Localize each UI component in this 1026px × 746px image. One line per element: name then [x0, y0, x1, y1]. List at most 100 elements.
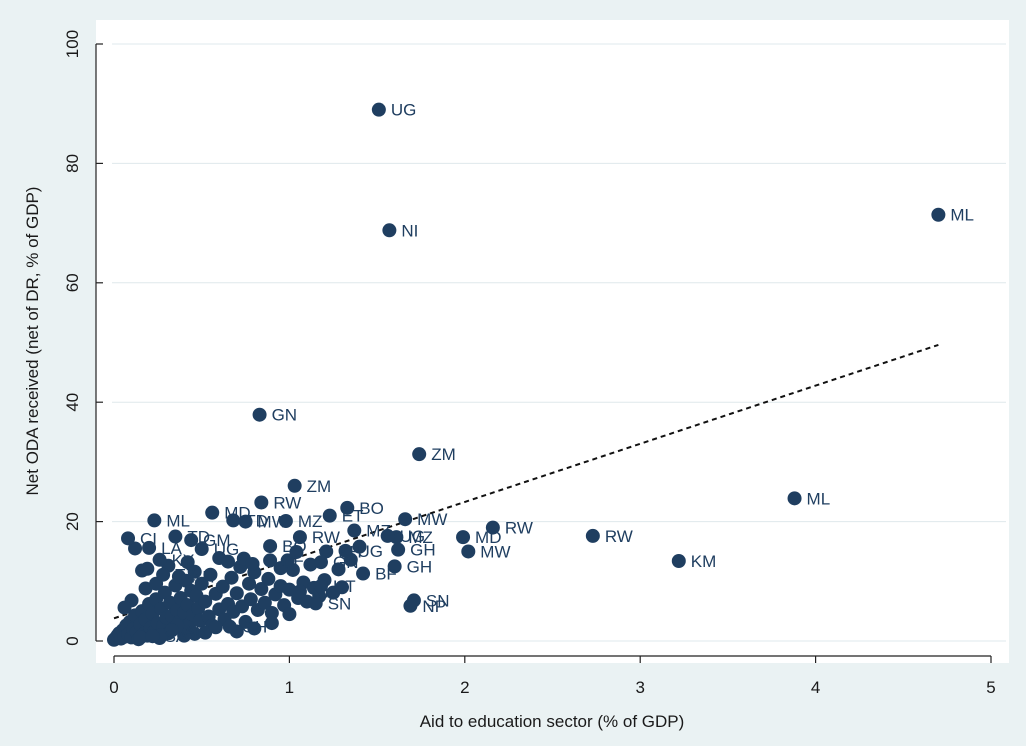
point-label: ML: [166, 511, 190, 530]
point-label: MZ: [366, 522, 391, 541]
point-label: BO: [359, 499, 384, 518]
scatter-point: [287, 478, 302, 493]
point-label: KH: [338, 542, 362, 561]
point-label: MD: [475, 528, 501, 547]
point-label: NI: [312, 582, 329, 601]
x-tick-label: 4: [811, 678, 820, 697]
scatter-point: [117, 600, 132, 615]
scatter-point: [177, 628, 192, 643]
point-label: NI: [401, 221, 418, 240]
scatter-point: [264, 605, 279, 620]
scatter-point: [292, 530, 307, 545]
x-tick-label: 2: [460, 678, 469, 697]
scatter-point: [787, 491, 802, 506]
scatter-point: [247, 621, 262, 636]
axes: 0 20 40 60 80 100 0 1 2 3 4 5: [63, 30, 996, 697]
scatter-point: [222, 619, 237, 634]
scatter-point: [382, 223, 397, 238]
scatter-point: [585, 528, 600, 543]
point-label: ET: [342, 507, 364, 526]
point-label: KM: [691, 552, 717, 571]
scatter-point: [278, 514, 293, 529]
point-label: TD: [245, 511, 268, 530]
point-label: MW: [417, 510, 447, 529]
y-tick-label: 40: [63, 393, 82, 412]
scatter-point: [208, 620, 223, 635]
y-axis-title: Net ODA received (net of DR, % of GDP): [23, 187, 42, 496]
scatter-point: [340, 500, 355, 515]
scatter-point: [221, 554, 236, 569]
scatter-point: [121, 531, 136, 546]
scatter-point: [164, 623, 179, 638]
scatter-point: [171, 569, 186, 584]
scatter-point: [261, 571, 276, 586]
x-tick-label: 3: [635, 678, 644, 697]
scatter-point: [387, 559, 402, 574]
point-label: GN: [272, 406, 298, 425]
point-label: CI: [140, 529, 157, 548]
point-label: ZM: [307, 477, 332, 496]
scatter-point: [238, 514, 253, 529]
x-tick-label: 1: [285, 678, 294, 697]
scatter-point: [303, 557, 318, 572]
scatter-point: [292, 584, 307, 599]
point-label: GN: [333, 553, 359, 572]
scatter-point: [194, 576, 209, 591]
scatter-point: [263, 539, 278, 554]
scatter-point: [263, 553, 278, 568]
scatter-point: [671, 554, 686, 569]
scatter-point: [461, 544, 476, 559]
scatter-point: [133, 630, 148, 645]
point-label: TZ: [175, 566, 196, 585]
scatter-point: [352, 539, 367, 554]
point-label: KY: [172, 551, 195, 570]
scatter-point: [243, 592, 258, 607]
scatter-point: [229, 586, 244, 601]
scatter-point: [128, 541, 143, 556]
scatter-point: [264, 616, 279, 631]
scatter-point: [338, 543, 353, 558]
scatter-points: [107, 102, 946, 647]
x-tick-label: 0: [109, 678, 118, 697]
scatter-point: [456, 530, 471, 545]
point-label: UG: [358, 542, 384, 561]
scatter-point: [203, 567, 218, 582]
y-tick-label: 0: [63, 636, 82, 645]
point-label: SA: [165, 627, 188, 646]
scatter-point: [252, 407, 267, 422]
scatter-point: [308, 596, 323, 611]
scatter-point: [412, 447, 427, 462]
scatter-point: [145, 629, 160, 644]
scatter-point: [198, 625, 213, 640]
y-tick-label: 80: [63, 154, 82, 173]
scatter-point: [194, 542, 209, 557]
point-label: KH: [191, 568, 215, 587]
point-label: SN: [426, 591, 450, 610]
scatter-point: [356, 566, 371, 581]
scatter-point: [245, 556, 260, 571]
y-tick-label: 60: [63, 273, 82, 292]
point-label: MZ: [298, 512, 323, 531]
point-label: GH: [242, 618, 268, 637]
scatter-point: [224, 570, 239, 585]
x-tick-label: 5: [986, 678, 995, 697]
point-label: TD: [187, 528, 210, 547]
point-label: UG: [400, 527, 426, 546]
scatter-point: [371, 102, 386, 117]
scatter-point: [187, 626, 202, 641]
point-label: AR: [184, 621, 208, 640]
scatter-point: [280, 553, 295, 568]
scatter-point: [156, 567, 171, 582]
scatter-point: [205, 505, 220, 520]
scatter-point: [485, 520, 500, 535]
scatter-point: [187, 564, 202, 579]
point-label: RW: [505, 519, 533, 538]
scatter-point: [142, 540, 157, 555]
point-label: RW: [312, 528, 340, 547]
scatter-point: [347, 523, 362, 538]
scatter-point: [931, 207, 946, 222]
y-tick-label: 100: [63, 30, 82, 58]
point-label: GH: [410, 541, 436, 560]
point-label: RW: [273, 493, 301, 512]
